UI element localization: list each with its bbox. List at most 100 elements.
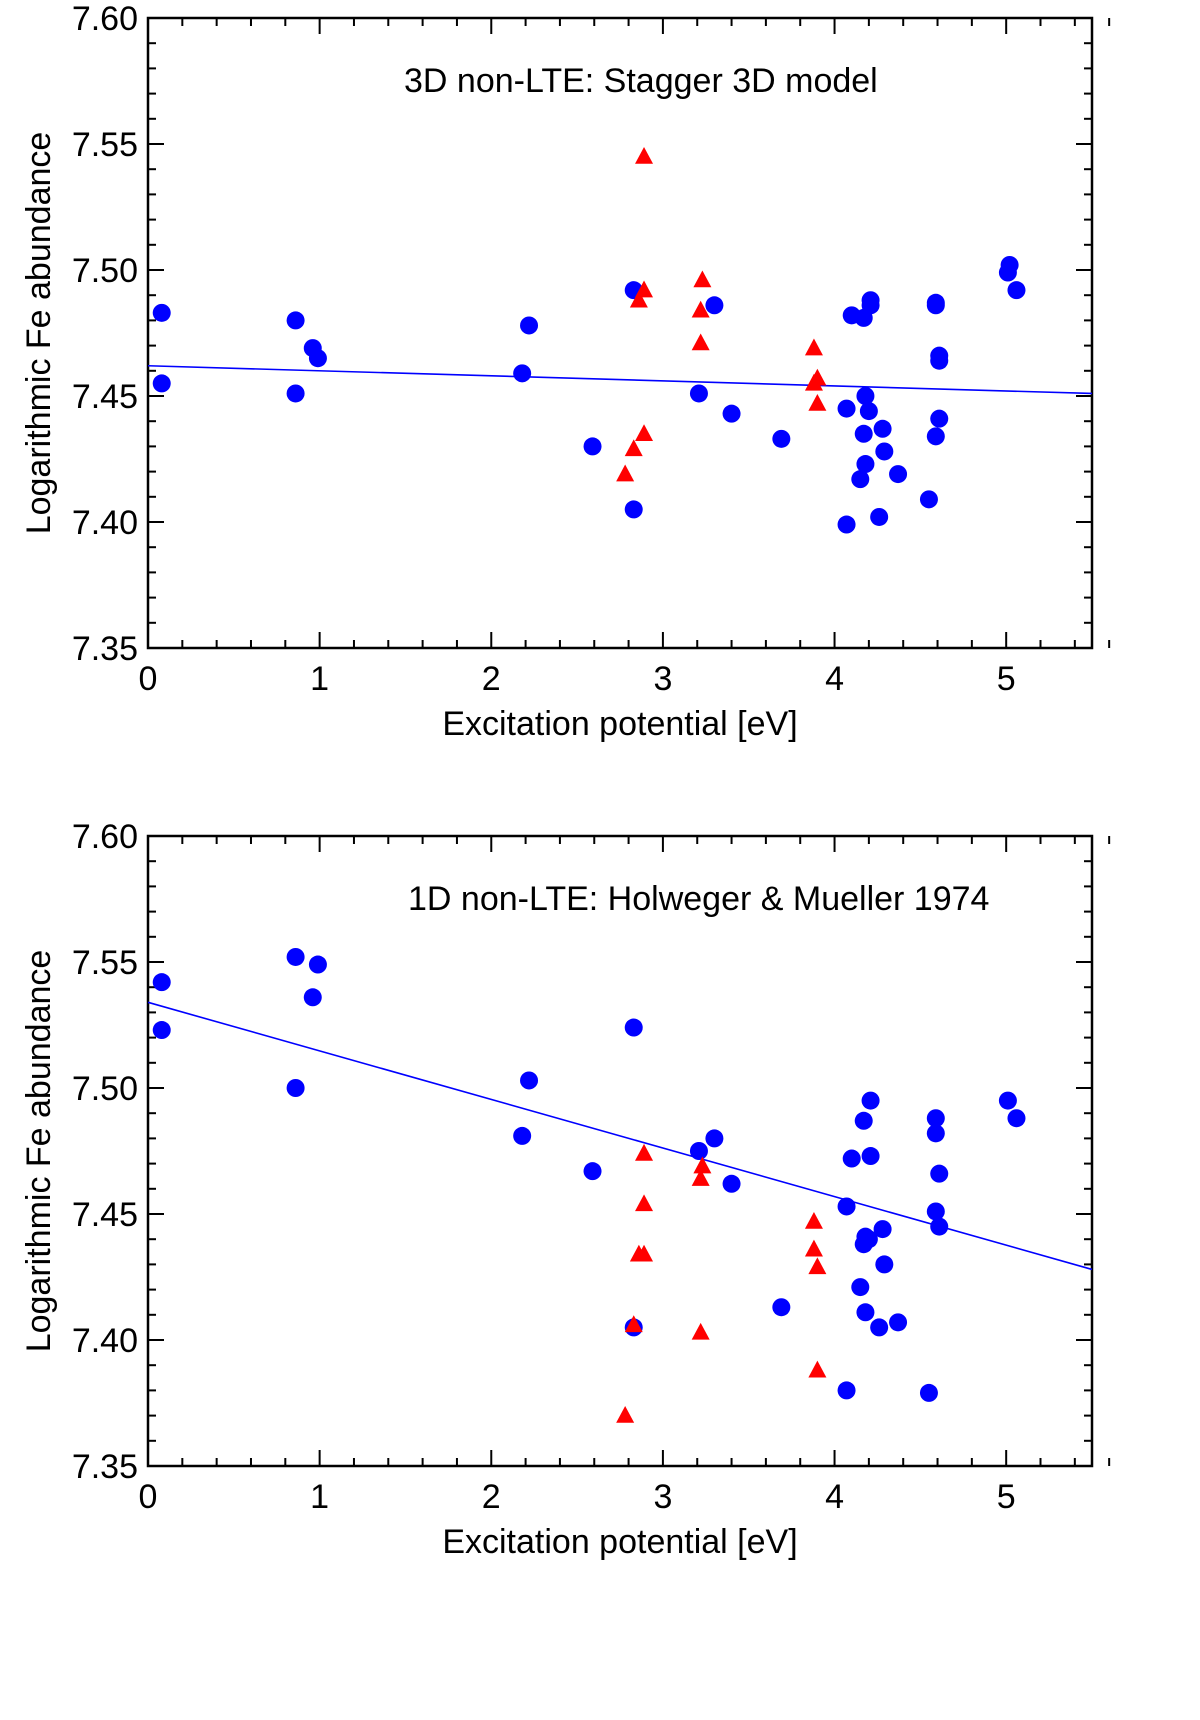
data-point-triangle [693,270,712,288]
data-point-circle [998,1091,1017,1110]
data-point-triangle [691,1322,710,1340]
x-axis-label: Excitation potential [eV] [442,705,797,743]
data-point-circle [303,988,322,1007]
data-point-triangle [804,1239,823,1257]
x-tick-labels: 0 1 2 3 4 5 [139,1478,1016,1516]
data-point-triangle [616,1406,635,1423]
data-point-circle [152,1021,171,1040]
fit-line-group [147,364,1093,395]
data-point-circle [286,947,305,966]
data-point-circle [837,399,856,418]
chart-panel-top: 3D non-LTE: Stagger 3D model Excitation … [20,0,1111,743]
data-point-triangle [691,1169,710,1186]
data-point-circle [152,973,171,992]
y-axis-label: Logarithmic Fe abundance [20,950,58,1353]
x-axis-label: Excitation potential [eV] [442,1523,797,1561]
data-point-circle [624,500,643,519]
data-point-circle [870,1318,889,1337]
fit-line [147,364,1093,395]
data-point-circle [837,1381,856,1400]
data-point-circle [930,1217,949,1236]
x-tick-label: 1 [310,1478,329,1516]
data-point-triangle [635,147,654,164]
data-points [152,947,1026,1423]
data-point-triangle [808,393,827,411]
data-point-circle [1007,281,1026,300]
data-point-circle [870,507,889,526]
data-point-triangle [635,424,654,441]
data-point-circle [873,1220,892,1239]
y-tick-label: 7.55 [72,126,138,164]
plot-frame [146,16,1094,650]
y-tick-label: 7.55 [72,944,138,982]
panel-title: 3D non-LTE: Stagger 3D model [404,62,878,100]
x-tick-label: 2 [482,660,501,698]
data-point-circle [851,1278,870,1297]
y-tick-label: 7.60 [72,818,138,856]
data-point-triangle [808,1360,827,1378]
data-point-triangle [808,368,827,386]
data-point-circle [583,437,602,456]
data-point-circle [624,1018,643,1037]
data-point-circle [856,387,875,405]
data-point-circle [772,429,791,448]
data-point-circle [1000,255,1019,274]
data-point-circle [520,316,539,335]
data-point-triangle [808,1257,827,1275]
data-point-circle [859,1230,878,1249]
data-point-circle [772,1298,791,1317]
x-tick-label: 0 [139,1478,158,1516]
data-point-triangle [691,300,710,318]
y-axis-label: Logarithmic Fe abundance [20,132,58,535]
data-point-circle [889,465,908,484]
data-point-circle [851,470,870,489]
data-point-circle [859,402,878,421]
data-point-circle [856,455,875,474]
data-point-triangle [691,333,710,351]
data-point-triangle [624,439,643,457]
data-point-circle [889,1313,908,1332]
data-point-triangle [624,1315,643,1333]
data-point-circle [513,1126,532,1145]
x-tick-label: 3 [653,1478,672,1516]
data-point-circle [689,1142,708,1160]
data-point-circle [705,296,724,315]
data-point-circle [919,490,938,509]
x-tick-label: 4 [825,1478,844,1516]
data-point-circle [875,1255,894,1274]
y-tick-label: 7.35 [72,630,138,668]
data-point-circle [1007,1109,1026,1128]
data-point-circle [837,515,856,534]
y-tick-labels: 7.35 7.40 7.45 7.50 7.55 7.60 [72,0,138,668]
data-point-circle [705,1129,724,1148]
y-tick-label: 7.40 [72,504,138,542]
data-point-circle [308,349,327,368]
data-point-circle [520,1071,539,1090]
y-tick-label: 7.60 [72,0,138,38]
data-point-circle [930,409,949,428]
x-tick-label: 3 [653,660,672,698]
panel-title: 1D non-LTE: Holweger & Mueller 1974 [408,880,989,918]
data-point-triangle [616,464,635,482]
data-point-circle [926,1109,945,1128]
data-point-circle [854,424,873,443]
y-tick-label: 7.35 [72,1448,138,1486]
data-point-circle [926,296,945,315]
y-tick-label: 7.40 [72,1322,138,1360]
data-point-triangle [693,1156,712,1174]
data-point-circle [308,955,327,974]
data-point-circle [837,1197,856,1216]
data-point-circle [856,1303,875,1322]
data-point-circle [926,427,945,446]
data-point-triangle [635,280,654,298]
data-point-triangle [635,1143,654,1161]
tick-marks [147,17,1111,649]
data-point-circle [861,1091,880,1110]
data-point-triangle [629,290,648,308]
data-point-circle [286,384,305,403]
y-tick-labels: 7.35 7.40 7.45 7.50 7.55 7.60 [72,818,138,1486]
x-tick-label: 0 [139,660,158,698]
x-tick-labels: 0 1 2 3 4 5 [139,660,1016,698]
data-point-circle [875,442,894,461]
